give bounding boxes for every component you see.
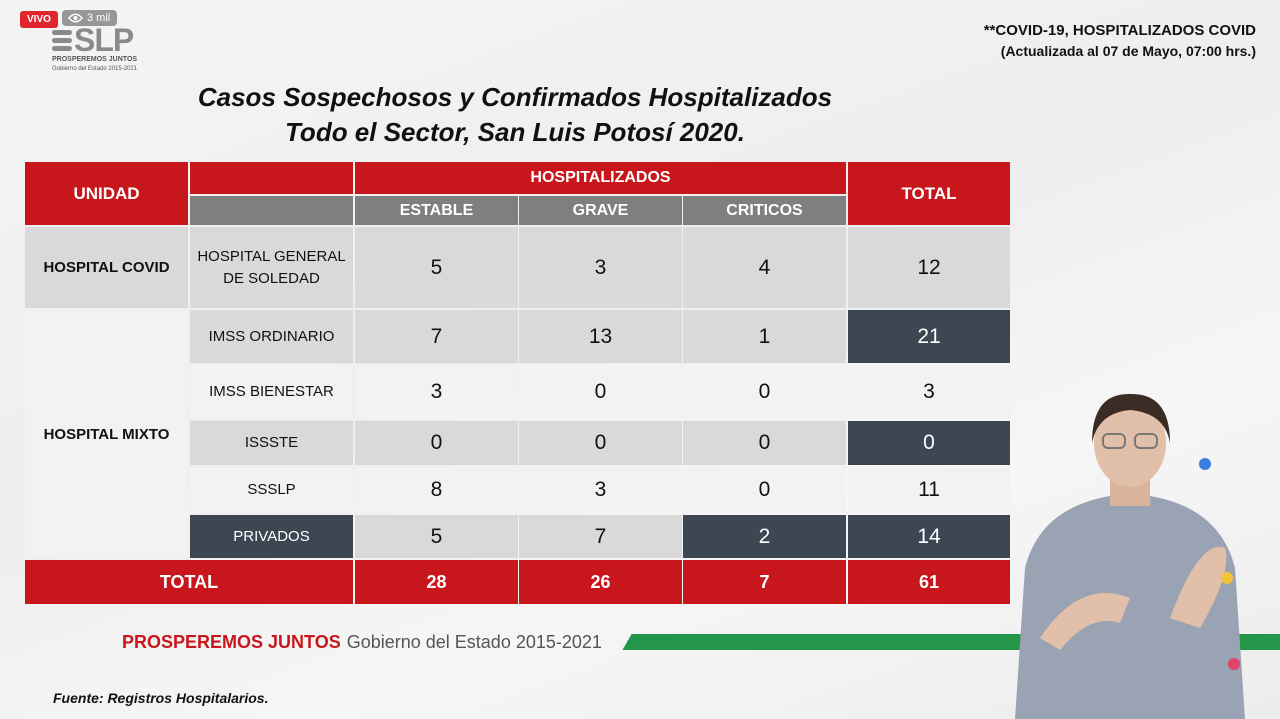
header-unidad: UNIDAD	[25, 162, 188, 225]
table-cell-grave: 0	[519, 421, 682, 465]
totals-estable: 28	[355, 560, 518, 604]
viewer-count: 3 mil	[62, 10, 118, 26]
totals-criticos: 7	[683, 560, 846, 604]
emoji-reaction-icon	[1221, 572, 1233, 584]
table-cell-total: 14	[848, 515, 1010, 558]
table-cell-total: 0	[848, 421, 1010, 465]
header-blank-top	[190, 162, 353, 194]
table-cell-criticos: 0	[683, 365, 846, 419]
table-cell-grave: 13	[519, 310, 682, 363]
table-cell-total: 11	[848, 467, 1010, 513]
table-cell-total: 21	[848, 310, 1010, 363]
viewer-count-label: 3 mil	[87, 12, 111, 24]
table-row-name: IMSS ORDINARIO	[190, 310, 353, 363]
table-cell-estable: 3	[355, 365, 518, 419]
logo-subtitle: Gobierno del Estado 2015-2021	[52, 66, 138, 72]
header-blank-sub	[190, 196, 353, 225]
footer-brand: PROSPEREMOS JUNTOS Gobierno del Estado 2…	[122, 632, 602, 653]
page-title-line2: Todo el Sector, San Luis Potosí 2020.	[285, 117, 745, 147]
table-cell-grave: 0	[519, 365, 682, 419]
page-title: Casos Sospechosos y Confirmados Hospital…	[190, 80, 840, 150]
table-cell-estable: 7	[355, 310, 518, 363]
table-cell-estable: 5	[355, 515, 518, 558]
group-hospital-mixto: HOSPITAL MIXTO	[25, 310, 188, 558]
table-cell-grave: 7	[519, 515, 682, 558]
table-cell-estable: 8	[355, 467, 518, 513]
table-cell-total: 12	[848, 227, 1010, 308]
header-grave: GRAVE	[519, 196, 682, 225]
table-row-name: SSSLP	[190, 467, 353, 513]
table-cell-criticos: 1	[683, 310, 846, 363]
eye-icon	[68, 13, 83, 23]
header-estable: ESTABLE	[355, 196, 518, 225]
totals-label: TOTAL	[25, 560, 353, 604]
table-row-name: HOSPITAL GENERAL DE SOLEDAD	[190, 227, 353, 308]
table-cell-criticos: 4	[683, 227, 846, 308]
header-total: TOTAL	[848, 162, 1010, 225]
logo-mark-icon	[52, 30, 72, 51]
totals-grave: 26	[519, 560, 682, 604]
slp-logo: SLP PROSPEREMOS JUNTOS Gobierno del Esta…	[52, 22, 164, 80]
logo-tagline: PROSPEREMOS JUNTOS	[52, 56, 138, 63]
header-hospitalizados: HOSPITALIZADOS	[355, 162, 846, 194]
table-cell-estable: 5	[355, 227, 518, 308]
header: **COVID-19, HOSPITALIZADOS COVID (Actual…	[984, 22, 1256, 59]
table-cell-grave: 3	[519, 467, 682, 513]
table-row-name: IMSS BIENESTAR	[190, 365, 353, 419]
table-cell-criticos: 0	[683, 421, 846, 465]
live-badge: VIVO	[20, 11, 58, 28]
page-title-line1: Casos Sospechosos y Confirmados Hospital…	[197, 82, 833, 112]
table-cell-criticos: 0	[683, 467, 846, 513]
totals-total: 61	[848, 560, 1010, 604]
header-title: **COVID-19, HOSPITALIZADOS COVID	[983, 22, 1256, 39]
table-cell-total: 3	[848, 365, 1010, 419]
footer-brand-name: PROSPEREMOS JUNTOS	[122, 632, 341, 652]
table-cell-criticos: 2	[683, 515, 846, 558]
group-hospital-covid: HOSPITAL COVID	[25, 227, 188, 308]
header-criticos: CRITICOS	[683, 196, 846, 225]
table-cell-estable: 0	[355, 421, 518, 465]
source-note: Fuente: Registros Hospitalarios.	[53, 690, 269, 706]
logo-name: SLP	[74, 22, 134, 58]
footer-government: Gobierno del Estado 2015-2021	[346, 632, 602, 652]
like-reaction-icon	[1199, 458, 1211, 470]
sign-language-interpreter	[1015, 393, 1245, 719]
heart-reaction-icon	[1228, 658, 1240, 670]
table-cell-grave: 3	[519, 227, 682, 308]
table-row-name: PRIVADOS	[190, 515, 353, 558]
table-row-name: ISSSTE	[190, 421, 353, 465]
header-updated: (Actualizada al 07 de Mayo, 07:00 hrs.)	[1000, 43, 1256, 59]
